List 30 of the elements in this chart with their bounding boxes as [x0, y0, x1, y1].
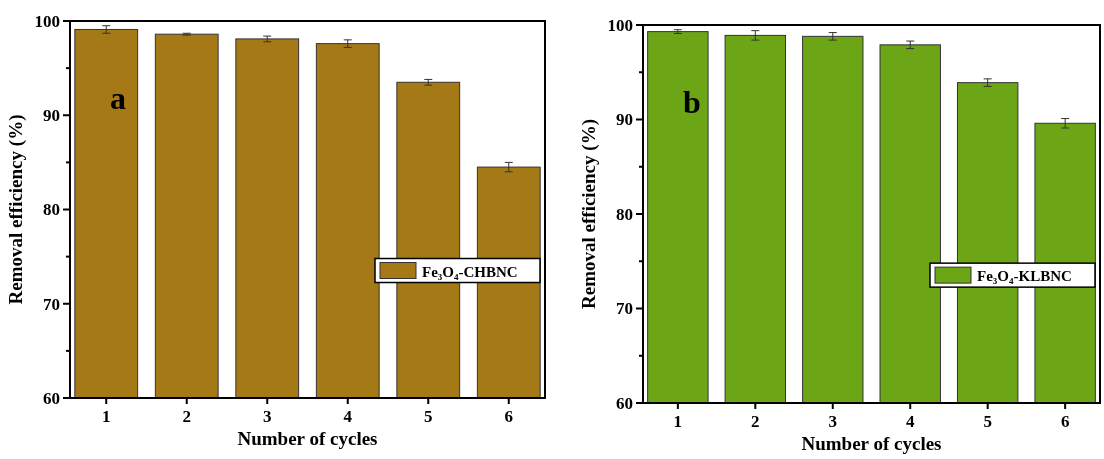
y-tick-label: 70	[616, 299, 633, 319]
x-tick-label: 4	[343, 407, 353, 426]
legend-label: Fe₃O₄-KLBNC	[977, 268, 1072, 285]
x-tick-label: 4	[905, 412, 915, 431]
y-tick-label: 80	[616, 204, 633, 224]
y-axis-title: Removal efficiency (%)	[5, 114, 27, 305]
y-tick-label: 70	[43, 294, 60, 314]
y-tick-label: 90	[43, 106, 60, 126]
x-tick-label: 6	[1060, 412, 1070, 431]
y-tick-label: 100	[34, 11, 60, 31]
x-tick-label: 5	[424, 407, 433, 426]
x-tick-label: 3	[828, 412, 838, 431]
x-tick-label: 5	[983, 412, 992, 431]
y-tick-label: 80	[43, 200, 60, 220]
x-tick-label: 2	[751, 412, 760, 431]
x-tick-label: 3	[263, 407, 272, 426]
legend-label: Fe₃O₄-CHBNC	[422, 263, 518, 280]
x-tick-label: 6	[504, 407, 514, 426]
y-tick-label: 60	[43, 388, 60, 408]
x-tick-label: 2	[182, 407, 191, 426]
y-tick-label: 90	[616, 110, 633, 130]
y-axis-title: Removal efficiency (%)	[578, 119, 600, 309]
annotation: a	[110, 80, 126, 116]
annotation: b	[683, 84, 701, 120]
y-tick-label: 60	[616, 393, 633, 413]
y-tick-label: 100	[607, 15, 633, 35]
x-axis-title: Number of cycles	[237, 428, 378, 449]
x-tick-label: 1	[101, 407, 111, 426]
x-tick-label: 1	[673, 412, 683, 431]
x-axis-title: Number of cycles	[801, 433, 942, 454]
